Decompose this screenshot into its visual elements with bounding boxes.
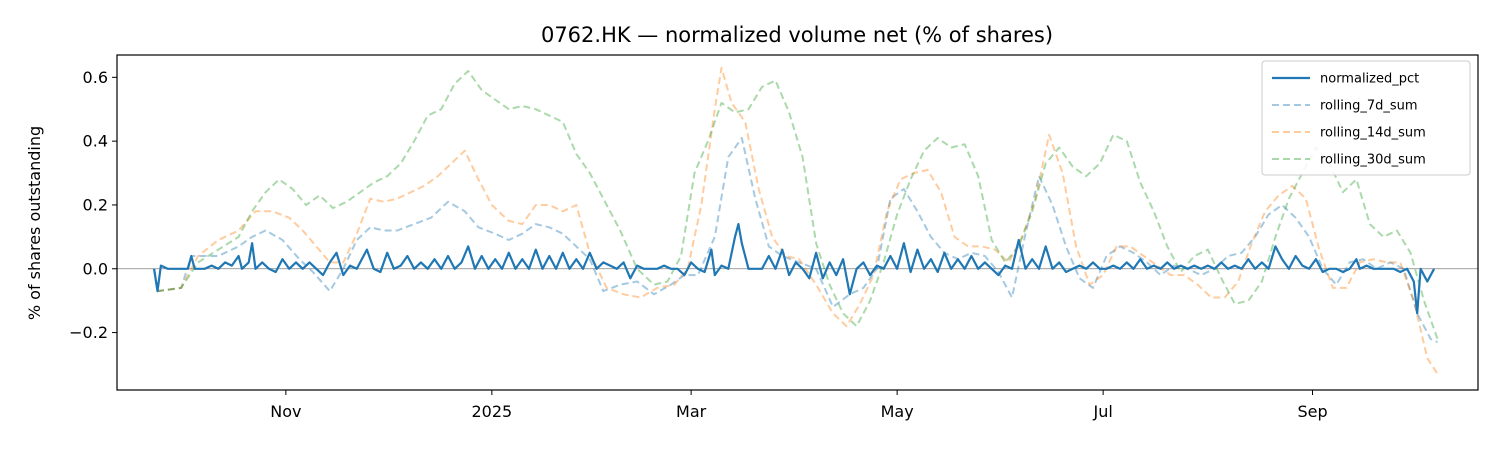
y-tick-label: 0.0 bbox=[83, 259, 108, 278]
legend-label: normalized_pct bbox=[1320, 72, 1419, 87]
y-tick-label: 0.4 bbox=[83, 132, 108, 151]
plot-frame bbox=[116, 54, 1479, 391]
legend-box bbox=[1261, 60, 1471, 176]
plot-background bbox=[117, 55, 1478, 390]
x-tick-label: Nov bbox=[270, 402, 301, 421]
series-line-rolling-30d-sum bbox=[153, 70, 1439, 340]
x-tick-label: Sep bbox=[1297, 402, 1327, 421]
series-line-normalized-pct bbox=[153, 223, 1436, 315]
legend: normalized_pct rolling_7d_sum rolling_14d_… bbox=[1261, 60, 1471, 176]
x-tick-label: May bbox=[881, 402, 914, 421]
series-group bbox=[153, 66, 1439, 375]
y-tick-label: −0.2 bbox=[69, 323, 108, 342]
legend-label: rolling_7d_sum bbox=[1320, 99, 1418, 114]
legend-label: rolling_30d_sum bbox=[1320, 153, 1426, 168]
y-axis-label: % of shares outstanding bbox=[25, 126, 44, 320]
legend-label: rolling_14d_sum bbox=[1320, 126, 1426, 141]
x-axis: Nov 2025 Mar May Jul Sep bbox=[270, 390, 1328, 421]
y-tick-label: 0.6 bbox=[83, 68, 108, 87]
x-tick-label: Mar bbox=[676, 402, 707, 421]
series-line-rolling-7d-sum bbox=[153, 137, 1438, 344]
x-tick-label: Jul bbox=[1092, 402, 1112, 421]
y-tick-label: 0.2 bbox=[83, 195, 108, 214]
plot-area bbox=[116, 54, 1479, 391]
chart-title: 0762.HK — normalized volume net (% of sh… bbox=[541, 23, 1053, 47]
series-line-rolling-14d-sum bbox=[153, 66, 1439, 375]
y-axis: −0.2 0.0 0.2 0.4 0.6 bbox=[69, 68, 117, 342]
x-tick-label: 2025 bbox=[472, 402, 513, 421]
